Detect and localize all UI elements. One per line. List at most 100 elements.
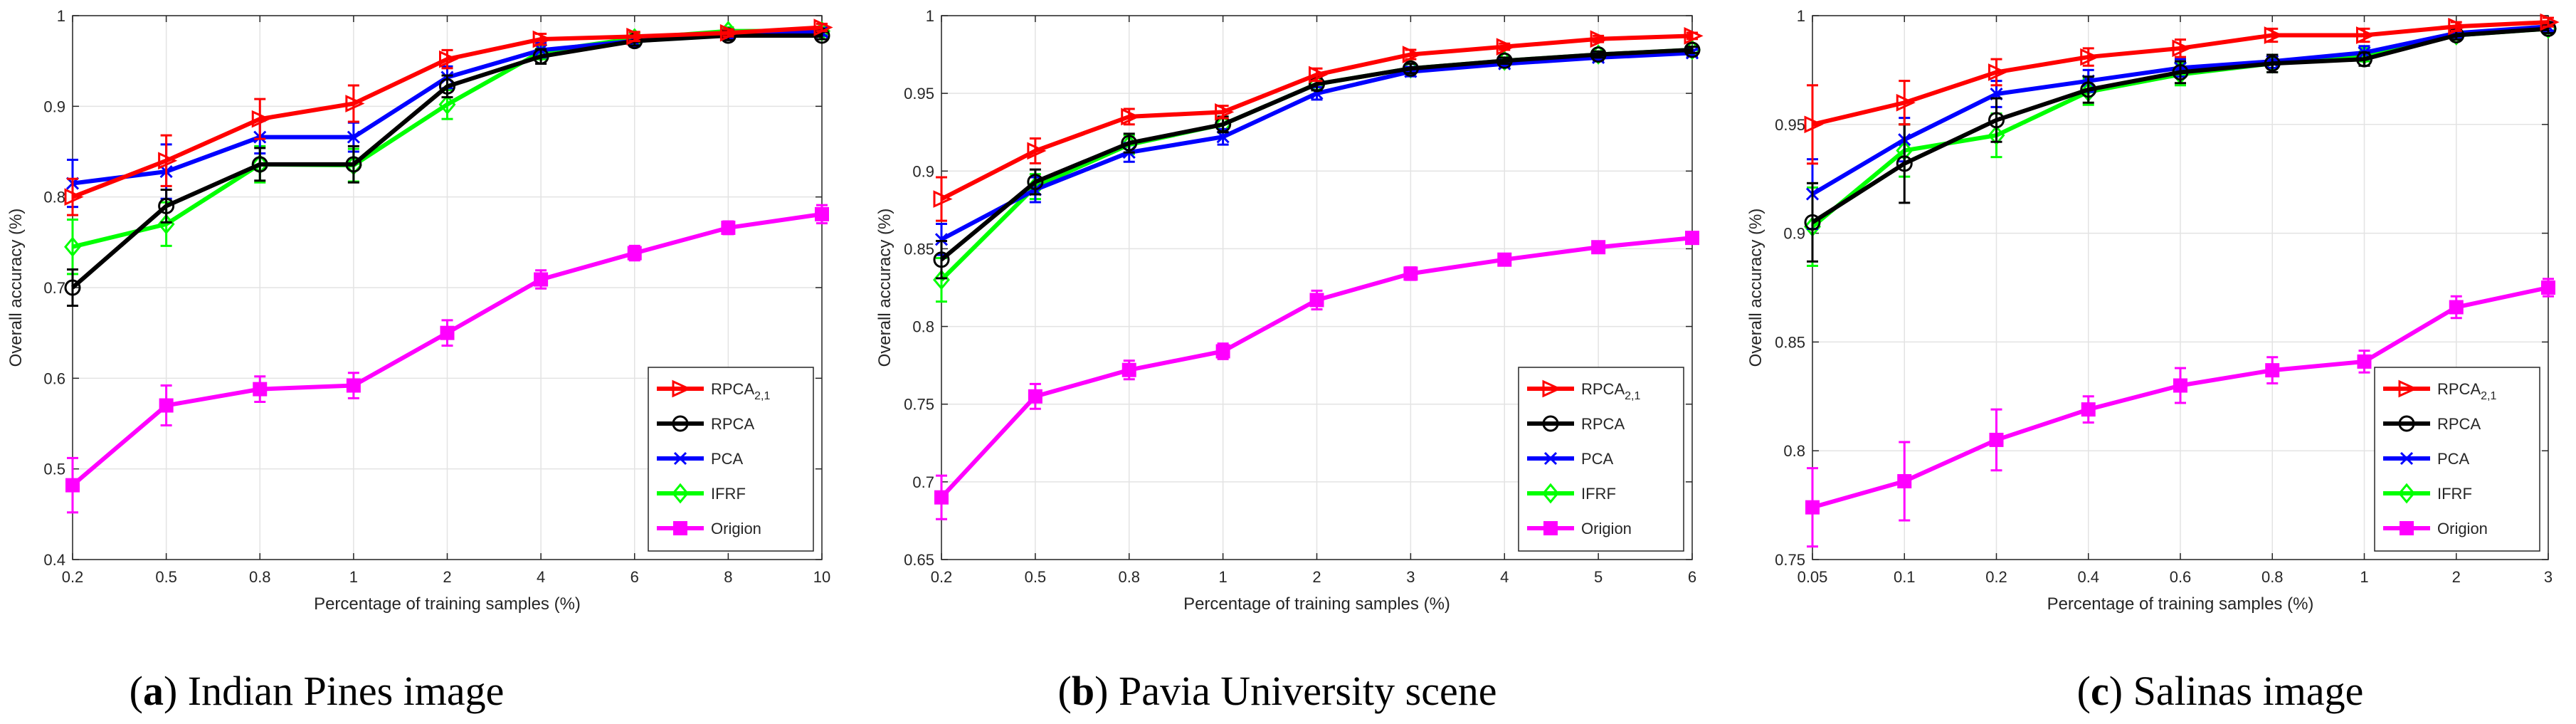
y-axis-title: Overall accuracy (%)	[6, 209, 26, 367]
data-point	[1804, 115, 1824, 134]
legend-marker	[673, 521, 687, 535]
data-point	[2449, 300, 2464, 315]
legend-marker	[2400, 521, 2414, 535]
data-point	[2080, 81, 2097, 98]
x-tick-label: 0.5	[155, 568, 177, 586]
legend-marker	[2398, 379, 2418, 398]
x-tick-label: 1	[2360, 568, 2368, 586]
y-tick-label: 0.8	[1783, 442, 1805, 460]
data-point	[2265, 363, 2280, 378]
data-point	[2356, 26, 2376, 44]
y-tick-label: 0.9	[1783, 225, 1805, 243]
data-point	[1988, 125, 2005, 146]
legend-label-subscript: 2,1	[2481, 390, 2496, 402]
series-line	[71, 33, 822, 290]
data-point	[1402, 46, 1422, 63]
x-tick-label: 0.5	[1025, 568, 1047, 586]
data-point	[815, 206, 829, 221]
y-tick-label: 0.85	[904, 240, 934, 258]
x-tick-label: 0.8	[1118, 568, 1140, 586]
data-point	[1896, 93, 1916, 112]
x-tick-label: 2	[1312, 568, 1321, 586]
y-axis-title: Overall accuracy (%)	[1746, 209, 1765, 367]
x-tick-label: 10	[813, 568, 830, 586]
data-point	[251, 110, 271, 128]
data-point	[1896, 155, 1913, 172]
legend-marker	[1542, 483, 1559, 504]
data-point	[1027, 142, 1047, 160]
data-point	[719, 23, 739, 42]
data-point	[2448, 17, 2468, 36]
legend-label: Origion	[1581, 520, 1632, 537]
y-tick-label: 1	[1797, 7, 1805, 25]
x-tick-label: 0.2	[1985, 568, 2007, 586]
y-tick-label: 0.4	[43, 551, 65, 569]
x-tick-label: 2	[443, 568, 451, 586]
data-point	[438, 94, 456, 115]
data-point	[1897, 473, 1912, 488]
data-point	[1591, 240, 1606, 255]
data-point	[158, 197, 175, 214]
legend-marker	[673, 451, 687, 466]
series-line	[940, 33, 1693, 201]
data-point	[813, 19, 833, 36]
data-point	[2173, 378, 2187, 393]
legend-label: RPCA	[711, 415, 754, 433]
caption-b: (b) Pavia University scene	[1058, 668, 1497, 714]
series-rpca-21	[1804, 13, 2560, 165]
data-point	[1989, 432, 2004, 447]
x-tick-label: 3	[1406, 568, 1415, 586]
legend-label: Origion	[711, 520, 761, 537]
x-tick-label: 1	[1219, 568, 1228, 586]
caption-b-letter: b	[1072, 668, 1094, 714]
y-tick-label: 0.9	[912, 162, 934, 180]
data-point	[2541, 280, 2555, 295]
x-tick-label: 8	[724, 568, 732, 586]
y-tick-label: 0.75	[1775, 551, 1805, 569]
data-point	[1403, 266, 1418, 281]
x-axis-title: Percentage of training samples (%)	[1183, 594, 1450, 614]
legend-label: PCA	[711, 450, 744, 468]
series-origion	[1805, 278, 2555, 548]
data-point	[346, 378, 361, 393]
data-point	[626, 27, 646, 46]
y-tick-label: 0.8	[912, 318, 934, 336]
data-point	[64, 279, 81, 296]
data-point	[439, 50, 459, 68]
data-point	[2264, 55, 2281, 72]
data-point	[934, 490, 949, 505]
data-point	[934, 233, 949, 246]
data-point	[159, 398, 174, 413]
data-point	[1309, 293, 1324, 308]
data-point	[1684, 27, 1704, 45]
series-rpca-21	[933, 27, 1704, 222]
x-tick-label: 0.8	[249, 568, 271, 586]
caption-c: (c) Salinas image	[2077, 668, 2364, 714]
data-point	[933, 251, 950, 268]
data-point	[253, 382, 268, 397]
series-line	[1812, 20, 2549, 127]
y-tick-label: 0.75	[904, 396, 934, 414]
legend-label-subscript: 2,1	[754, 390, 770, 402]
data-point	[933, 269, 950, 290]
x-tick-label: 1	[349, 568, 358, 586]
legend-marker	[672, 379, 692, 398]
data-point	[1988, 112, 2005, 129]
x-tick-label: 0.6	[2170, 568, 2192, 586]
data-point	[1684, 41, 1701, 58]
data-point	[1804, 214, 1821, 231]
legend-label: IFRF	[1581, 485, 1616, 503]
series-rpca-21	[64, 19, 833, 216]
caption-a: (a) Indian Pines image	[130, 668, 505, 714]
legend-marker	[2398, 483, 2415, 504]
data-point	[1590, 30, 1610, 48]
data-point	[1309, 65, 1329, 84]
data-point	[1497, 252, 1512, 267]
data-point	[532, 30, 552, 48]
legend-label: IFRF	[2437, 485, 2472, 503]
data-point	[2540, 13, 2560, 31]
y-tick-label: 0.5	[43, 461, 65, 478]
y-tick-label: 0.85	[1775, 333, 1805, 351]
